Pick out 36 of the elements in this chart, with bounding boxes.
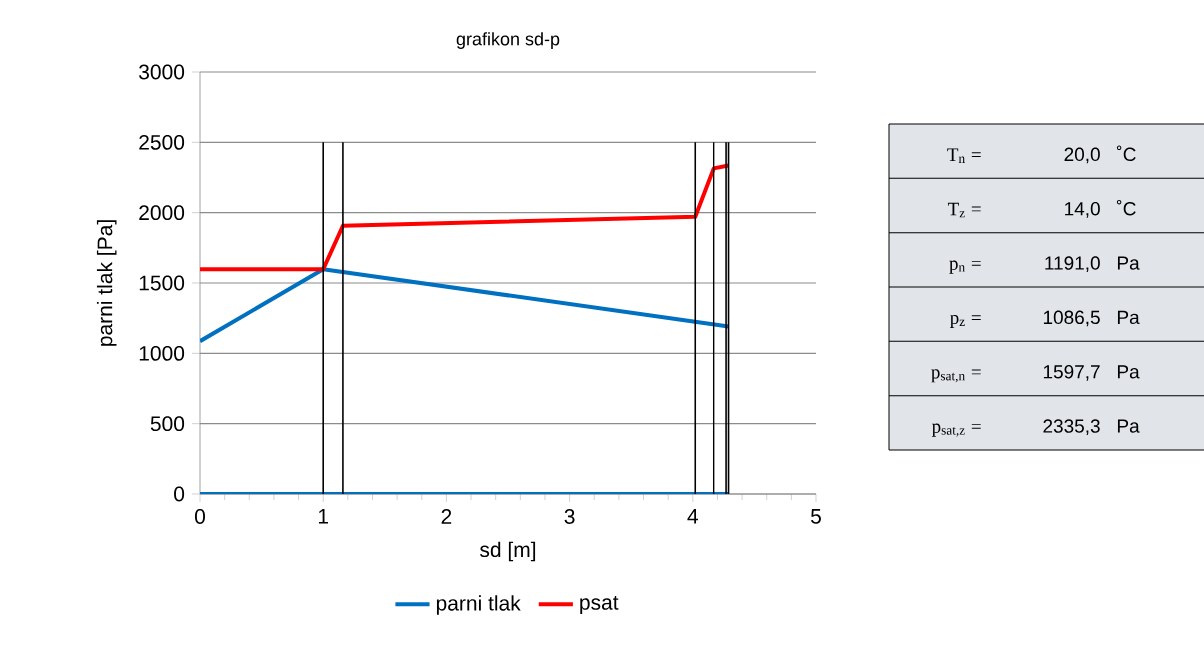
text: Pa bbox=[1117, 419, 1140, 433]
x-tick-label: 0 bbox=[194, 509, 206, 524]
text: T$_{z}$ = bbox=[947, 202, 981, 218]
text: 1086,5 bbox=[1043, 310, 1100, 327]
y-tick-label: 2500 bbox=[139, 134, 185, 150]
text: T$_{n}$ = bbox=[947, 148, 981, 163]
x-tick-label: 1 bbox=[318, 509, 328, 524]
y-axis-title: parni tlak [Pa] bbox=[96, 220, 117, 346]
text: Pa bbox=[1117, 365, 1140, 379]
x-axis-title: sd [m] bbox=[480, 541, 536, 562]
text: p$_{sat,z}$ = bbox=[931, 423, 981, 437]
text: 1191,0 bbox=[1045, 256, 1100, 273]
y-tick-label: 2000 bbox=[139, 205, 185, 221]
text: ˚C bbox=[1116, 199, 1136, 216]
y-tick-label: 1500 bbox=[139, 275, 185, 291]
text: 14,0 bbox=[1065, 202, 1100, 218]
text: p$_{z}$ = bbox=[950, 314, 981, 328]
text: 1597,7 bbox=[1043, 365, 1100, 381]
y-tick-label: 500 bbox=[150, 416, 185, 432]
y-tick-label: 3000 bbox=[139, 64, 185, 80]
x-tick-label: 4 bbox=[687, 509, 699, 524]
text: 20,0 bbox=[1064, 147, 1100, 164]
text: Pa bbox=[1117, 256, 1140, 270]
text: ˚C bbox=[1116, 145, 1136, 162]
x-tick-label: 5 bbox=[811, 509, 821, 524]
text: Pa bbox=[1117, 310, 1140, 325]
y-tick-label: 1000 bbox=[139, 345, 185, 361]
y-tick-label: 0 bbox=[174, 486, 185, 502]
text: 2335,3 bbox=[1043, 419, 1100, 436]
text: p$_{n}$ = bbox=[949, 260, 981, 274]
legend-label: parni tlak bbox=[436, 595, 521, 615]
chart-title: grafikon sd-p bbox=[456, 32, 560, 49]
x-tick-label: 2 bbox=[441, 509, 452, 524]
text: p$_{sat,n}$ = bbox=[931, 369, 981, 383]
x-tick-label: 3 bbox=[564, 509, 575, 524]
legend-label: psat bbox=[580, 596, 619, 614]
